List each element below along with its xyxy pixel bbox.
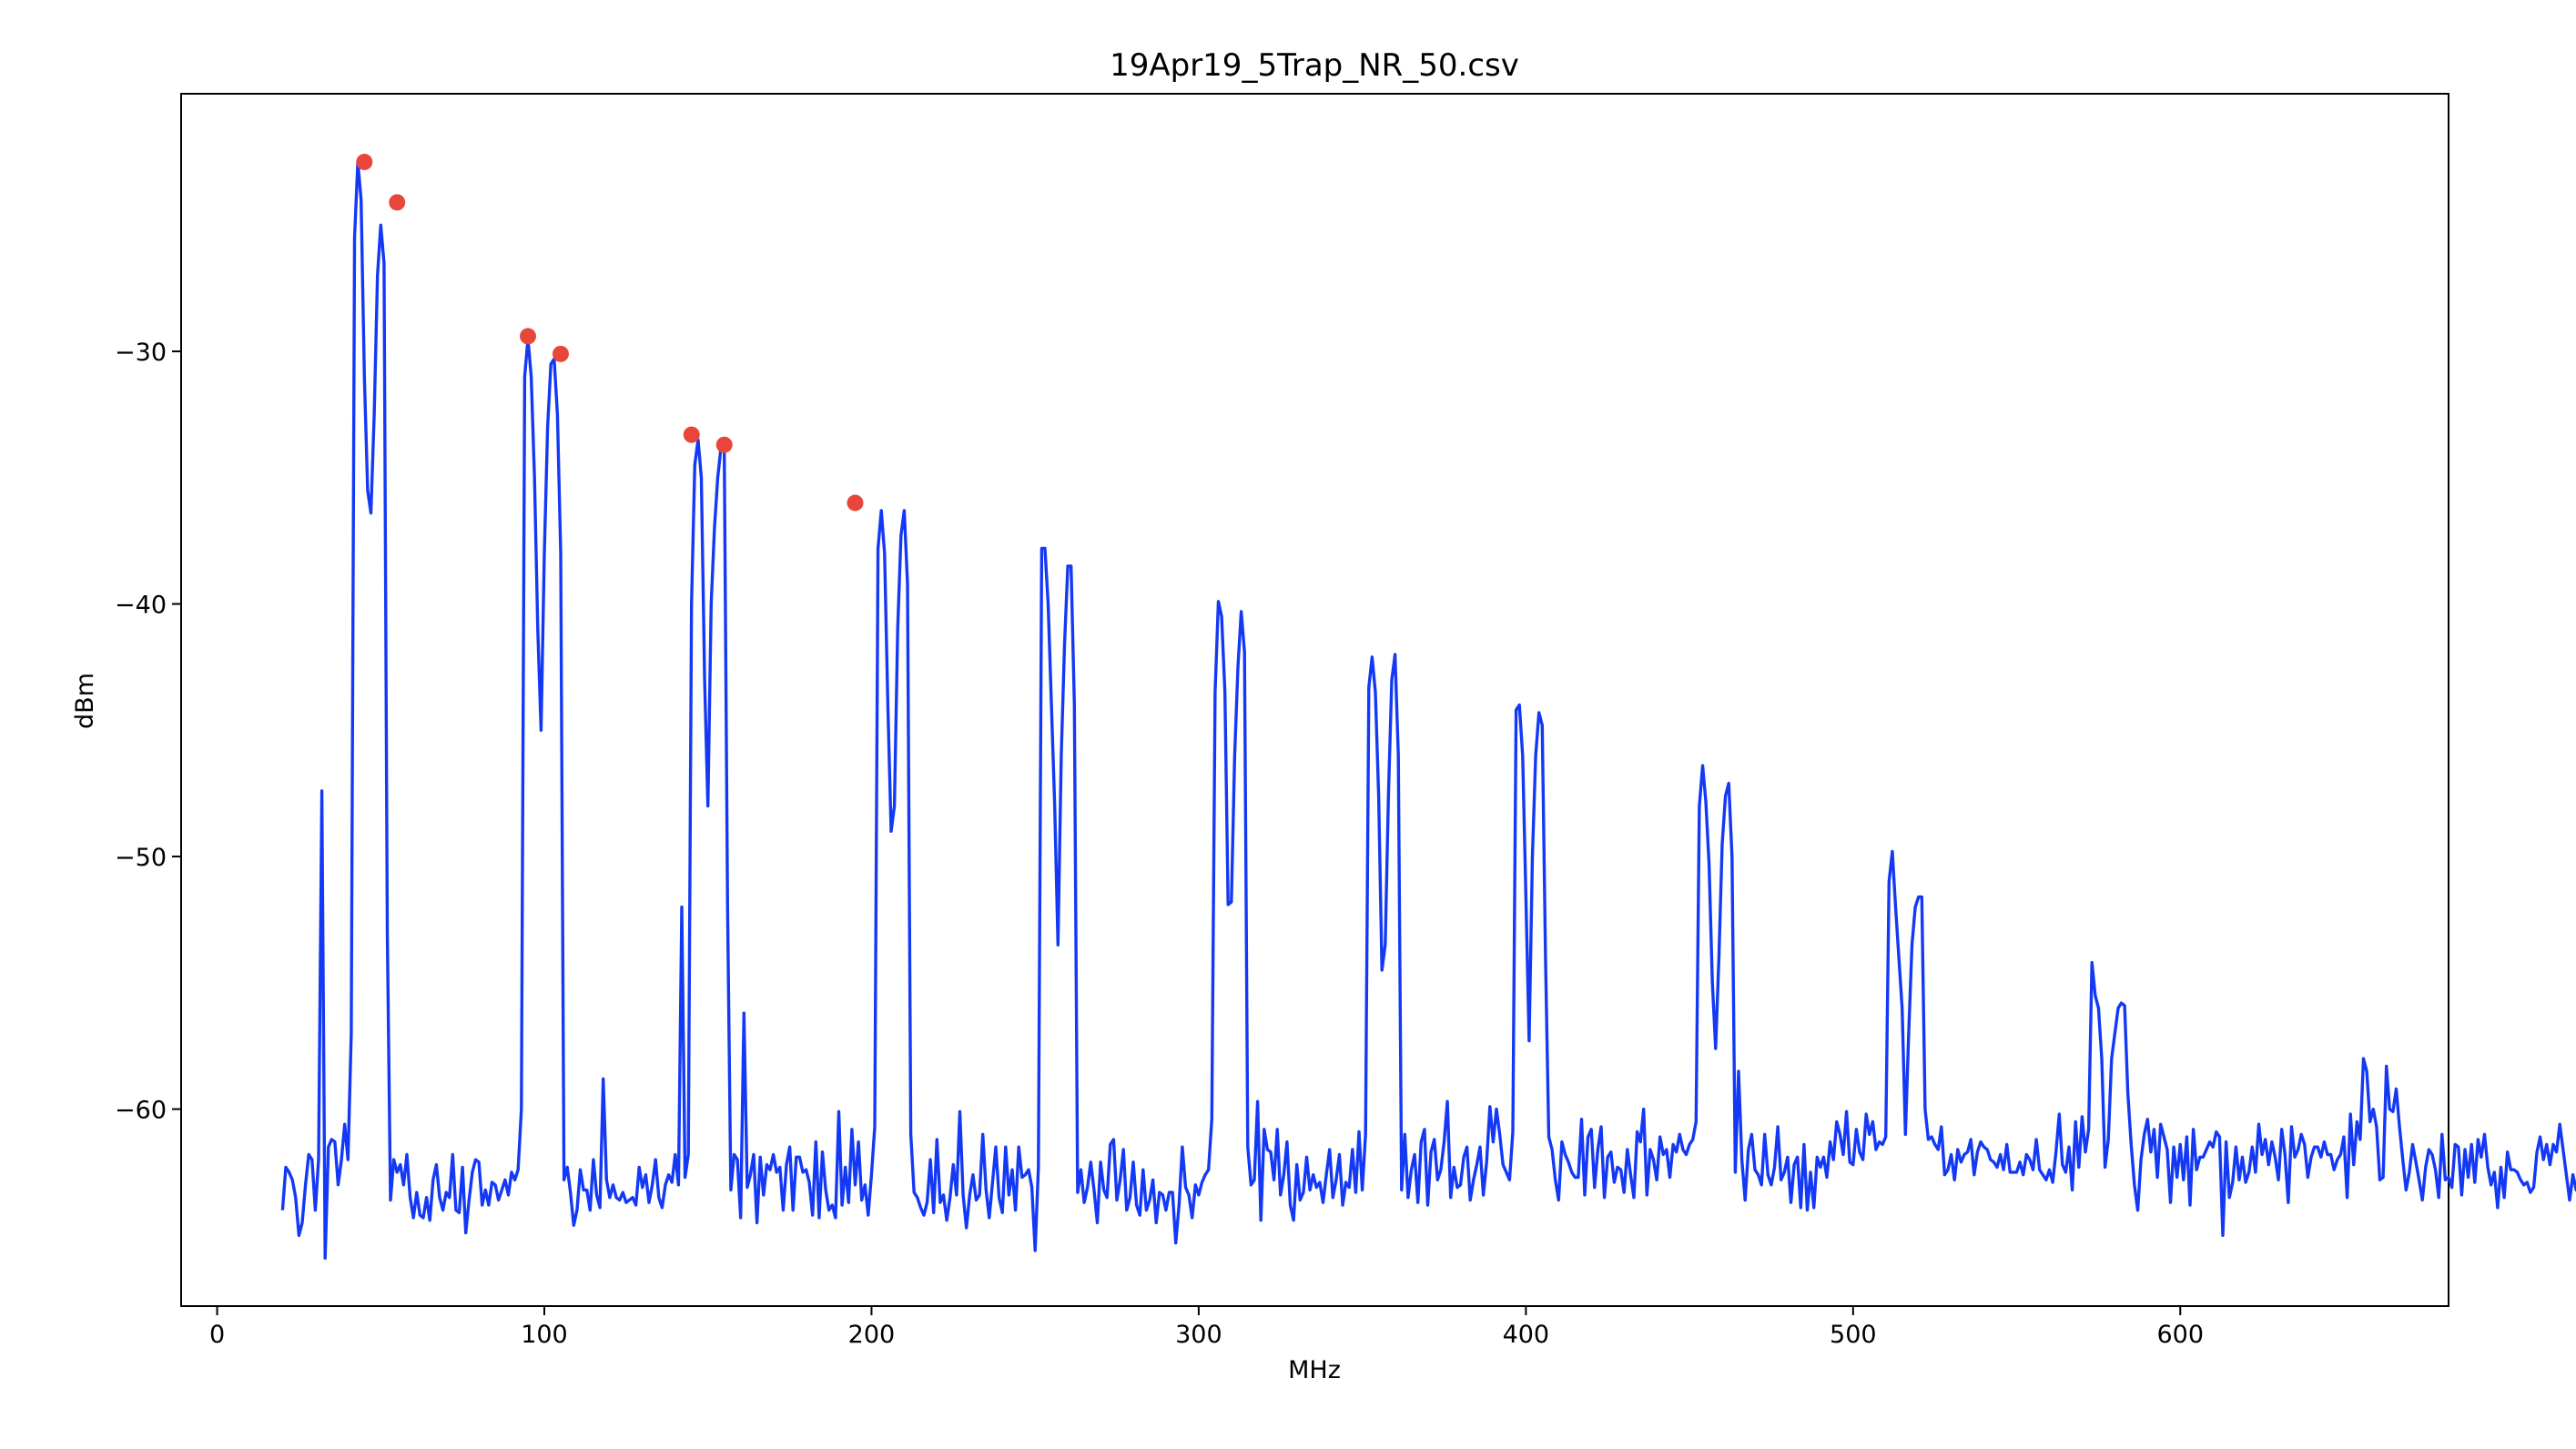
y-tick-label: −40 <box>115 592 167 620</box>
x-tick-label: 200 <box>848 1321 896 1349</box>
plot-area-frame <box>180 93 2449 1307</box>
peak-marker <box>847 494 864 512</box>
peak-marker <box>356 153 373 170</box>
x-tick-label: 600 <box>2156 1321 2204 1349</box>
x-tick-label: 0 <box>209 1321 225 1349</box>
peak-marker <box>552 345 569 362</box>
x-tick-label: 400 <box>1503 1321 1550 1349</box>
x-tick-label: 500 <box>1830 1321 1877 1349</box>
peak-marker <box>683 426 700 443</box>
chart-title: 19Apr19_5Trap_NR_50.csv <box>1110 47 1519 84</box>
y-tick-label: −60 <box>115 1097 167 1125</box>
series-layer <box>280 160 2576 1261</box>
peak-marker <box>389 194 406 211</box>
peak-marker <box>520 328 537 345</box>
peak-marker <box>715 436 733 453</box>
x-axis: 0 100 200 300 400 500 600 <box>209 1306 2204 1349</box>
y-axis-label: dBm <box>71 673 99 729</box>
x-axis-label: MHz <box>1288 1356 1341 1384</box>
spectrum-line <box>280 160 2576 1261</box>
y-tick-label: −30 <box>115 339 167 367</box>
x-tick-label: 100 <box>521 1321 568 1349</box>
y-tick-label: −50 <box>115 844 167 872</box>
y-axis: −30 −40 −50 −60 <box>115 339 181 1125</box>
x-tick-label: 300 <box>1175 1321 1222 1349</box>
peak-markers <box>356 153 864 512</box>
